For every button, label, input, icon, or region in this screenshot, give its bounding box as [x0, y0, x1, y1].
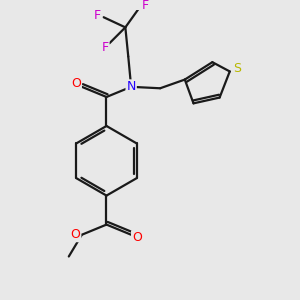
Text: F: F	[101, 41, 109, 54]
Text: O: O	[71, 77, 81, 90]
Text: N: N	[127, 80, 136, 93]
Text: O: O	[132, 231, 142, 244]
Text: F: F	[94, 9, 101, 22]
Text: F: F	[142, 0, 149, 12]
Text: O: O	[70, 228, 80, 241]
Text: S: S	[233, 62, 241, 75]
